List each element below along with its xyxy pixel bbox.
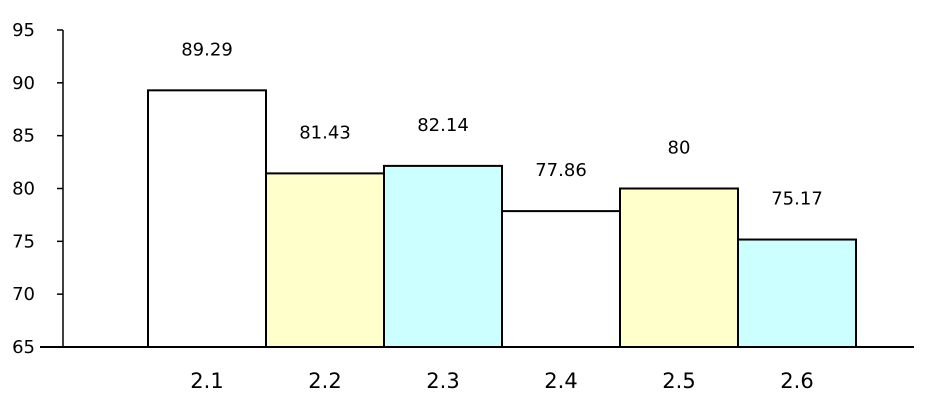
bar-2.5 (619, 187, 739, 348)
category-label-2.3: 2.3 (426, 369, 459, 393)
bar-2.6 (737, 238, 857, 348)
y-tick-label: 80 (12, 179, 35, 200)
category-label-2.6: 2.6 (780, 369, 813, 393)
y-tick-label: 85 (12, 126, 35, 147)
data-label-2.1: 89.29 (181, 39, 233, 60)
category-labels: 2.1 2.2 2.3 2.4 2.5 2.6 (190, 369, 813, 393)
bar-2.3 (383, 164, 503, 348)
category-label-2.1: 2.1 (190, 369, 223, 393)
bar-2.2 (265, 172, 385, 348)
category-label-2.4: 2.4 (544, 369, 577, 393)
data-label-2.3: 82.14 (417, 115, 469, 136)
y-tick-label: 95 (12, 20, 35, 41)
y-tick-label: 90 (12, 73, 35, 94)
bar-2.1 (147, 89, 267, 348)
y-tick-label: 65 (12, 337, 35, 358)
data-label-2.4: 77.86 (535, 160, 587, 181)
data-label-2.6: 75.17 (771, 189, 823, 210)
y-tick-label: 70 (12, 284, 35, 305)
category-label-2.2: 2.2 (308, 369, 341, 393)
bar-2.4 (501, 210, 621, 348)
data-labels: 89.29 81.43 82.14 77.86 80 75.17 (181, 39, 823, 209)
data-label-2.5: 80 (668, 138, 691, 159)
y-axis: 65 70 75 80 85 90 95 (12, 20, 64, 358)
data-label-2.2: 81.43 (299, 122, 351, 143)
category-label-2.5: 2.5 (662, 369, 695, 393)
y-tick-label: 75 (12, 231, 35, 252)
bars (147, 89, 857, 348)
